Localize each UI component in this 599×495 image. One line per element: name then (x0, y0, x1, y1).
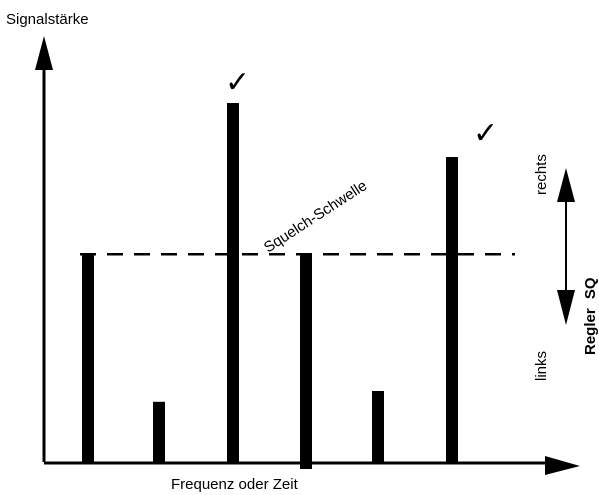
check-mark-1: ✓ (225, 66, 250, 99)
check-mark-2: ✓ (473, 117, 498, 150)
y-axis-arrowhead (35, 36, 53, 70)
signal-bar-6 (446, 157, 458, 463)
sq-control-prefix: Regler (582, 308, 599, 355)
direction-down-label: links (533, 351, 550, 381)
signal-bar-4 (300, 254, 312, 469)
signal-bar-5 (372, 391, 384, 463)
x-axis-label: Frequenz oder Zeit (171, 476, 299, 493)
sq-control-name: SQ (582, 277, 599, 299)
y-axis-label: Signalstärke (6, 11, 89, 28)
sq-control-label: Regler SQ (582, 277, 599, 355)
signal-bars (82, 103, 458, 469)
squelch-threshold-label: Squelch-Schwelle (261, 177, 370, 256)
sq-arrow-up-head (557, 168, 575, 202)
signal-bar-1 (82, 254, 94, 463)
sq-arrow-down-head (557, 290, 575, 325)
signal-bar-3 (227, 103, 239, 463)
signal-bar-2 (153, 401, 165, 463)
direction-up-label: rechts (533, 154, 550, 195)
x-axis-arrowhead (545, 456, 580, 475)
